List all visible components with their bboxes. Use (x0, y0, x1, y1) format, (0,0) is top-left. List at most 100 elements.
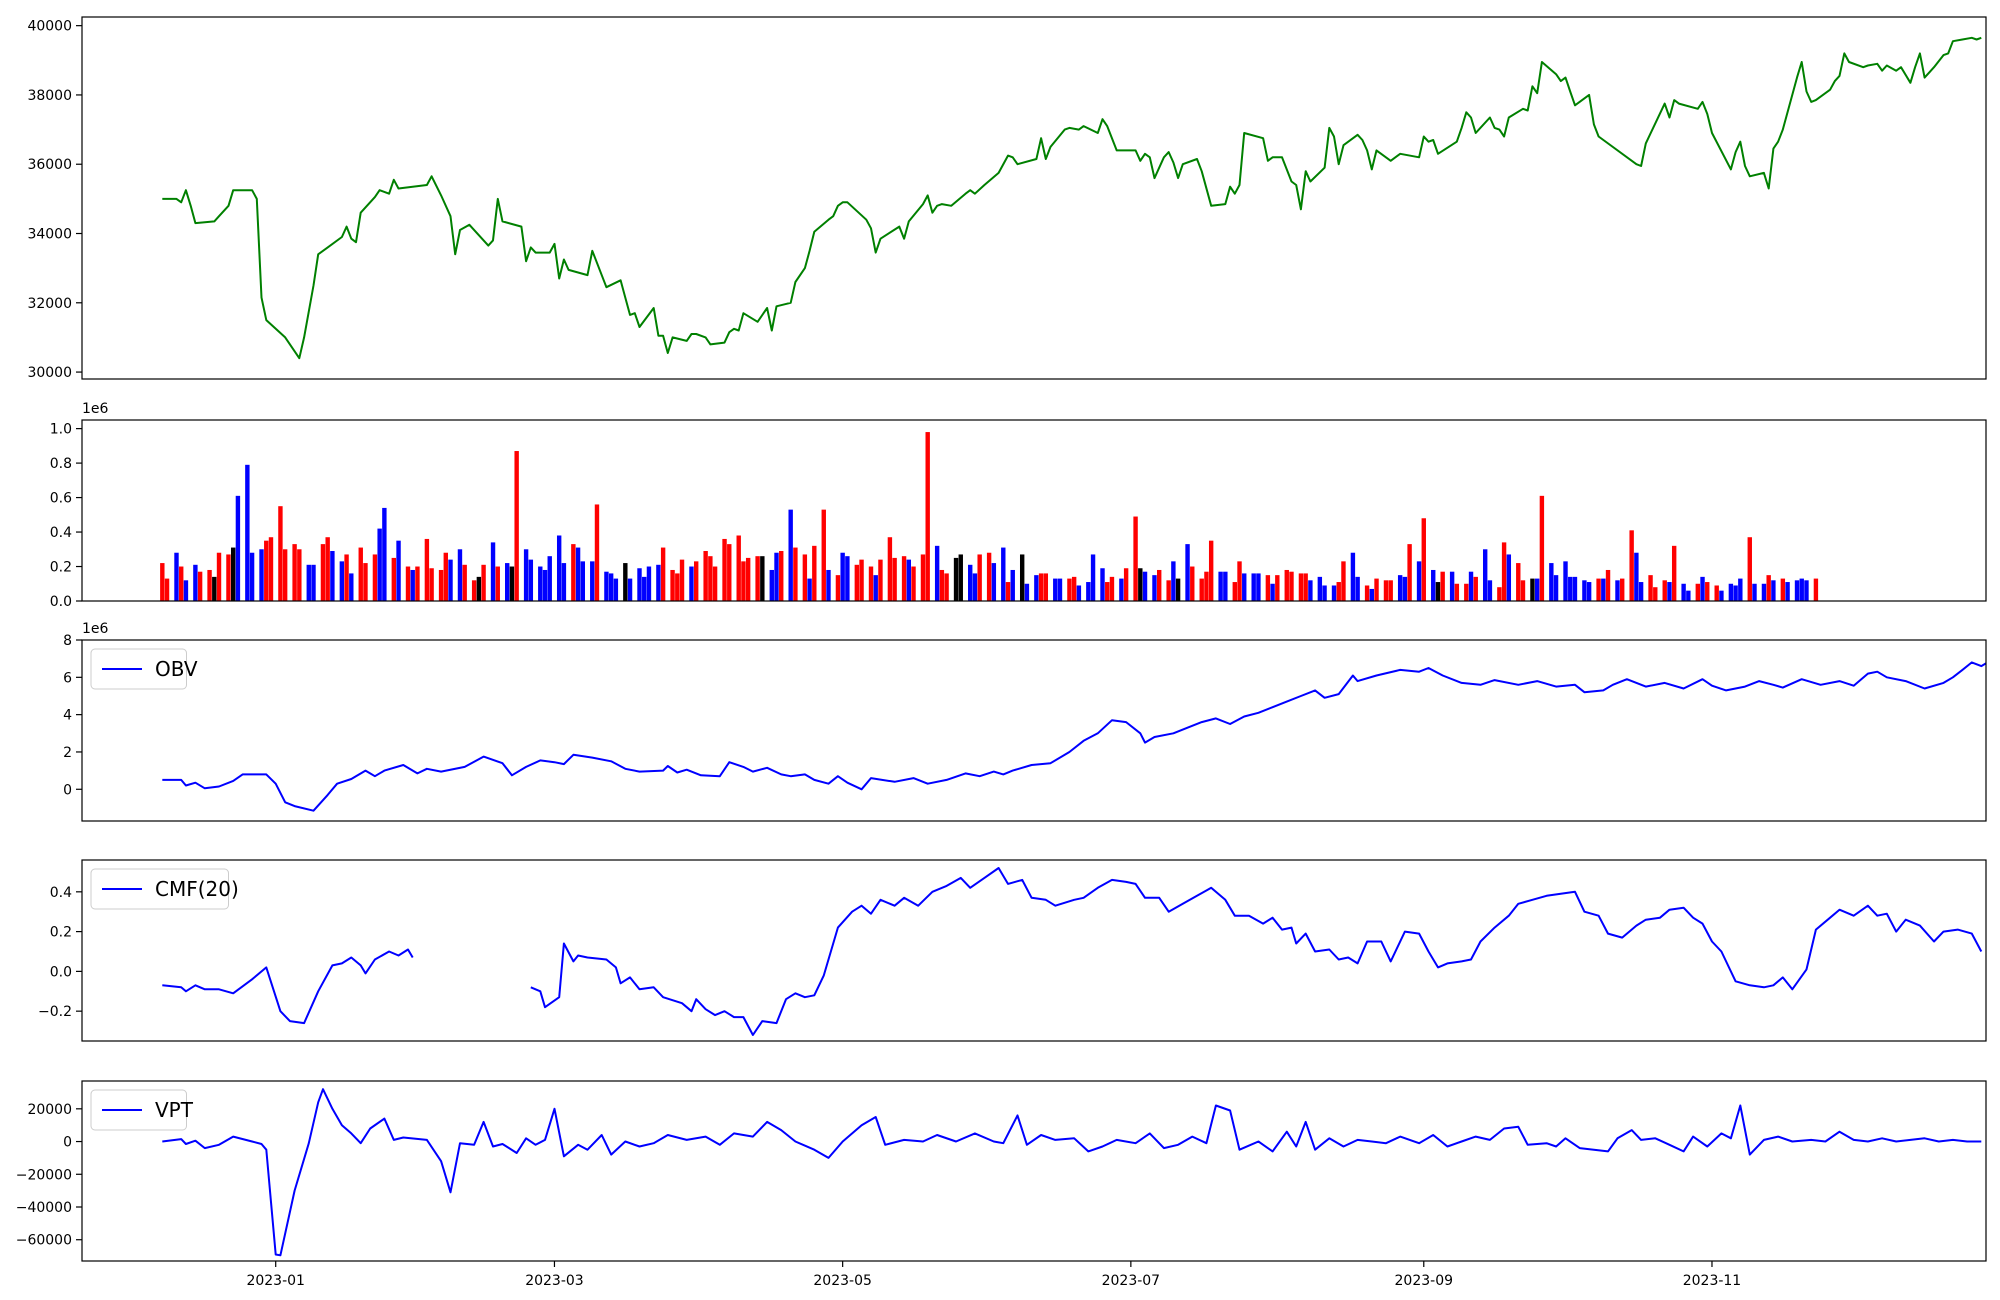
volume-bar (1648, 575, 1653, 601)
volume-bar (1034, 575, 1039, 601)
y-tick-label: 0.4 (50, 525, 72, 541)
volume-bar (854, 564, 860, 601)
plot-frame (81, 639, 1987, 822)
volume-bar (306, 564, 311, 601)
volume-bar (1303, 573, 1308, 601)
volume-bar (821, 509, 826, 601)
volume-bar (164, 578, 170, 601)
volume-bar (745, 557, 751, 601)
volume-bar (1383, 580, 1389, 601)
volume-bar (613, 578, 619, 601)
volume-bar (594, 504, 600, 601)
volume-bar (1336, 582, 1341, 601)
legend-label: OBV (155, 657, 198, 681)
volume-bar (1785, 582, 1790, 601)
volume-bar (1005, 582, 1011, 601)
volume-bar (528, 559, 534, 601)
volume-bar (1190, 566, 1195, 601)
volume-bar (245, 464, 250, 601)
volume-bar (1662, 580, 1667, 601)
volume-bar (1553, 575, 1559, 601)
volume-bar (712, 566, 718, 601)
volume-bar (1322, 585, 1327, 601)
volume-bar (660, 547, 666, 601)
volume-bar (429, 568, 434, 601)
volume-bar (911, 566, 916, 601)
volume-bar (1142, 571, 1148, 601)
volume-bar (627, 578, 633, 601)
volume-bar (1440, 571, 1445, 601)
legend: OBV (90, 648, 198, 690)
plot-frame (81, 859, 1987, 1042)
volume-bar (264, 540, 269, 601)
volume-bar (812, 545, 817, 601)
volume-bar (1119, 578, 1124, 601)
volume-bar (901, 556, 907, 601)
volume-bar (1024, 583, 1030, 601)
volume-bar (1237, 561, 1242, 601)
volume-bar (887, 537, 893, 601)
legend: CMF(20) (90, 868, 239, 910)
volume-bar (878, 559, 883, 601)
volume-bar (689, 566, 694, 601)
volume-bar (382, 507, 387, 601)
volume-bar (1275, 575, 1280, 601)
y-tick-label: 0 (63, 782, 72, 798)
volume-bar (396, 540, 401, 601)
volume-bar (372, 554, 378, 601)
volume-bar (320, 544, 326, 601)
volume-bar (495, 566, 500, 601)
volume-bar (1728, 583, 1734, 601)
volume-bar (1270, 583, 1275, 601)
volume-bar (523, 549, 529, 601)
volume-bar (1681, 583, 1686, 601)
volume-bar (259, 549, 264, 601)
volume-bar (1733, 585, 1738, 601)
volume-bar (1242, 573, 1247, 601)
volume-bar (410, 569, 415, 601)
obv-line (162, 661, 1986, 812)
volume-bar (1053, 578, 1058, 601)
volume-bar (509, 566, 515, 601)
volume-bar (1071, 576, 1077, 601)
volume-bar (1629, 530, 1634, 601)
x-tick-label: 2023-01 (246, 1273, 305, 1289)
volume-bar (1067, 578, 1072, 601)
volume-bar (1407, 544, 1412, 601)
volume-bar (835, 575, 841, 601)
y-tick-label: 0.0 (50, 594, 72, 610)
y-tick-label: 34000 (27, 227, 72, 243)
volume-bar (476, 576, 482, 601)
volume-bar (1771, 580, 1776, 601)
volume-bar (722, 538, 727, 601)
volume-bar (471, 580, 477, 601)
volume-bar (377, 528, 382, 601)
volume-bar (760, 556, 765, 601)
volume-bar (840, 552, 845, 601)
volume-bar (693, 561, 699, 601)
volume-bar (1355, 576, 1360, 601)
volume-bar (1813, 578, 1819, 601)
x-tick-label: 2023-03 (525, 1273, 584, 1289)
volume-bar (1019, 554, 1025, 601)
volume-bar (1289, 571, 1294, 601)
obv-panel: 0 2 4 6 8 1e6 OBV (63, 621, 1987, 822)
volume-bar (1109, 576, 1115, 601)
volume-bar (1530, 578, 1535, 601)
volume-bar (670, 569, 675, 601)
volume-bar (1374, 578, 1379, 601)
volume-bar (1780, 578, 1786, 601)
y-tick-label: −60000 (16, 1233, 72, 1249)
volume-bar (1397, 575, 1403, 601)
volume-bar (934, 545, 940, 601)
volume-bar (788, 509, 793, 601)
axis-multiplier-label: 1e6 (82, 401, 109, 417)
volume-bar (415, 566, 420, 601)
volume-bar (1251, 573, 1256, 601)
y-tick-label: 2 (63, 745, 72, 761)
y-tick-label: 30000 (27, 365, 72, 381)
volume-bar (1761, 583, 1767, 601)
volume-bar (642, 576, 647, 601)
volume-bar (344, 554, 349, 601)
